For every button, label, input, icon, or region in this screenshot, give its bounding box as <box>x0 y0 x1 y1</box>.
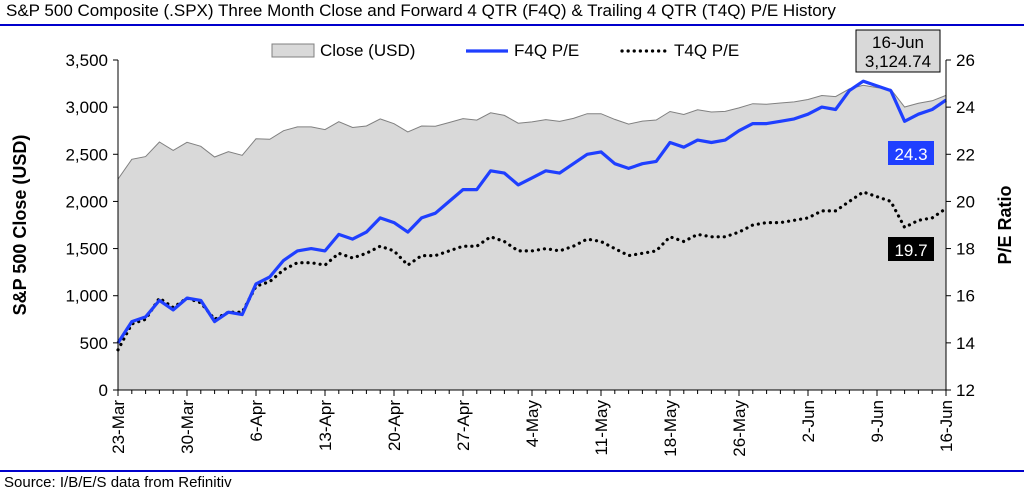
x-tick-label: 16-Jun <box>937 400 956 452</box>
chart-title: S&P 500 Composite (.SPX) Three Month Clo… <box>6 1 836 20</box>
legend-close-label: Close (USD) <box>320 41 415 60</box>
left-tick-label: 1,500 <box>65 240 108 259</box>
left-tick-label: 2,000 <box>65 192 108 211</box>
left-tick-label: 500 <box>80 334 108 353</box>
x-tick-label: 23-Mar <box>109 400 128 454</box>
bottom-rule <box>0 470 1024 472</box>
left-tick-label: 3,500 <box>65 51 108 70</box>
right-tick-label: 18 <box>956 240 975 259</box>
x-tick-label: 18-May <box>661 400 680 457</box>
right-tick-label: 22 <box>956 145 975 164</box>
close-callout-date: 16-Jun <box>872 33 924 52</box>
pe-lines-layer <box>116 79 948 352</box>
x-tick-label: 4-May <box>523 400 542 448</box>
left-tick-label: 2,500 <box>65 145 108 164</box>
x-tick-label: 26-May <box>730 400 749 457</box>
y-axis-title: S&P 500 Close (USD) <box>10 135 30 316</box>
legend-close-swatch <box>271 43 315 58</box>
x-tick-label: 2-Jun <box>799 400 818 443</box>
close-area <box>118 85 946 391</box>
close-callout-value: 3,124.74 <box>865 52 931 71</box>
f4q-label-box <box>888 141 934 165</box>
right-tick-label: 20 <box>956 192 975 211</box>
x-tick-label: 27-Apr <box>454 400 473 451</box>
close-area-outline <box>117 84 947 180</box>
legend-f4q-label: F4Q P/E <box>514 41 579 60</box>
x-tick-label: 6-Apr <box>247 400 266 442</box>
right-tick-label: 24 <box>956 98 975 117</box>
legend-t4q-label: T4Q P/E <box>674 41 739 60</box>
right-tick-label: 26 <box>956 51 975 70</box>
right-tick-label: 16 <box>956 287 975 306</box>
t4q-pe-line <box>116 190 948 352</box>
source-note: Source: I/B/E/S data from Refinitiv <box>4 474 232 491</box>
legend: Close (USD) F4Q P/E T4Q P/E <box>271 41 739 60</box>
axes-layer: 0 500 1,000 1,500 2,000 2,500 3,000 3,500 12 14 16… <box>10 51 1015 457</box>
f4q-pe-line <box>116 79 947 344</box>
y2-axis-title: P/E Ratio <box>995 185 1015 264</box>
x-tick-label: 9-Jun <box>868 400 887 443</box>
left-tick-label: 1,000 <box>65 287 108 306</box>
close-callout-box <box>855 29 941 73</box>
t4q-label-box <box>888 237 934 261</box>
t4q-label-value: 19.7 <box>894 241 927 260</box>
right-tick-label: 14 <box>956 334 975 353</box>
f4q-label-value: 24.3 <box>894 145 927 164</box>
left-tick-label: 0 <box>99 381 108 400</box>
close-area-layer <box>117 84 947 391</box>
pe-history-chart: 0 500 1,000 1,500 2,000 2,500 3,000 3,500 12 14 16… <box>10 29 1015 457</box>
right-tick-label: 12 <box>956 381 975 400</box>
x-tick-label: 11-May <box>592 400 611 456</box>
x-tick-label: 30-Mar <box>178 400 197 454</box>
x-tick-label: 20-Apr <box>385 400 404 451</box>
top-rule <box>0 24 1024 26</box>
x-tick-label: 13-Apr <box>316 400 335 451</box>
left-tick-label: 3,000 <box>65 98 108 117</box>
